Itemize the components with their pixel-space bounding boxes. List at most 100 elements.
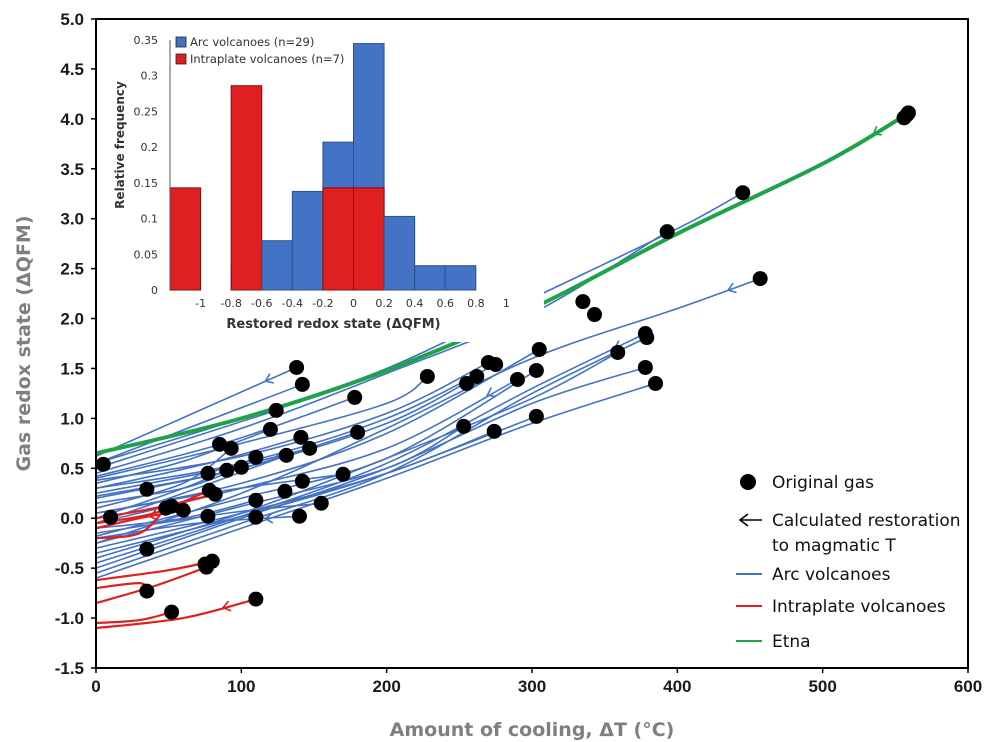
original-gas-point [95, 456, 111, 472]
inset-x-tick-label: 1 [503, 297, 510, 310]
intraplate-bar [230, 85, 263, 291]
arc-bar [261, 240, 293, 291]
inset-legend: Arc volcanoes (n=29) Intraplate volcanoes… [175, 35, 344, 66]
inset-y-tick-label: 0.1 [141, 213, 159, 226]
arc-volcanoes-curve [95, 277, 761, 544]
arc-volcanoes-curve [95, 382, 656, 579]
arc-bar [414, 265, 446, 291]
original-gas-point [488, 356, 504, 372]
original-gas-point [278, 447, 294, 463]
inset-x-tick-label: -0.2 [312, 297, 333, 310]
original-gas-point [469, 368, 485, 384]
intraplate-bar [169, 187, 202, 291]
x-tick-label: 400 [663, 677, 691, 696]
intraplate-volcanoes-arrow [221, 600, 232, 612]
y-tick-label: 1.0 [60, 409, 84, 428]
original-gas-point [293, 429, 309, 445]
inset-x-tick-label: 0.4 [406, 297, 424, 310]
main-y-axis-title: Gas redox state (ΔQFM) [13, 215, 35, 471]
arc-volcanoes-arrow [726, 282, 737, 294]
original-gas-point [659, 224, 675, 240]
inset-x-tick-label: -0.4 [282, 297, 303, 310]
original-gas-point [164, 498, 180, 514]
original-gas-point [268, 402, 284, 418]
arc-bar [383, 215, 416, 291]
y-tick-label: 0.5 [60, 459, 84, 478]
intraplate-bar [353, 187, 385, 291]
y-tick-label: -0.5 [55, 559, 84, 578]
original-gas-point [350, 424, 366, 440]
inset-y-axis-title: Relative frequency [113, 81, 127, 209]
legend-label: Intraplate volcanoes [772, 597, 946, 617]
y-tick-label: 3.5 [60, 160, 84, 179]
inset-x-tick-label: 0.2 [375, 297, 393, 310]
legend-marker-original-gas [740, 474, 756, 490]
original-gas-point [528, 362, 544, 378]
original-gas-point [752, 271, 768, 287]
arc-volcanoes-arrow [264, 512, 274, 524]
original-gas-point [248, 591, 264, 607]
arc-volcanoes-arrow [486, 387, 497, 398]
arc-volcanoes-curve [95, 499, 257, 530]
original-gas-point [347, 389, 363, 405]
legend-label: Calculated restoration [772, 511, 961, 531]
y-tick-label: 4.5 [60, 60, 84, 79]
inset-y-tick-label: 0.15 [134, 177, 159, 190]
arc-volcanoes-curve [95, 447, 232, 510]
original-gas-point [291, 508, 307, 524]
legend-label: Arc volcanoes [772, 565, 891, 585]
y-tick-label: 1.5 [60, 359, 84, 378]
y-tick-label: 0.0 [60, 509, 84, 528]
original-gas-point [289, 359, 305, 375]
original-gas-point [419, 368, 435, 384]
inset-y-tick-label: 0.3 [141, 70, 159, 83]
inset-x-tick-label: 0.6 [437, 297, 455, 310]
inset-legend-label: Intraplate volcanoes (n=7) [190, 52, 344, 66]
original-gas-point [139, 541, 155, 557]
original-gas-point [175, 502, 191, 518]
inset-x-tick-label: 0 [350, 297, 357, 310]
arc-bar [291, 190, 324, 291]
inset-y-tick-label: 0.35 [134, 34, 159, 47]
inset-y-tick-label: 0 [151, 284, 158, 297]
original-gas-point [335, 466, 351, 482]
original-gas-point [610, 344, 626, 360]
x-tick-label: 600 [954, 677, 982, 696]
original-gas-point [277, 483, 293, 499]
legend-marker-arrow-head [738, 513, 749, 527]
original-gas-point [509, 371, 525, 387]
main-x-axis-title: Amount of cooling, ΔT (°C) [390, 719, 675, 741]
original-gas-point [223, 440, 239, 456]
arc-volcanoes-curve [95, 375, 478, 498]
original-gas-point [233, 459, 249, 475]
original-gas-point [735, 185, 751, 201]
legend-label-line2: to magmatic T [772, 536, 896, 556]
y-tick-label: 2.0 [60, 310, 84, 329]
original-gas-point [313, 495, 329, 511]
original-gas-point [164, 604, 180, 620]
inset-legend-label: Arc volcanoes (n=29) [190, 35, 314, 49]
original-gas-point [139, 481, 155, 497]
original-gas-point [302, 440, 318, 456]
original-gas-point [294, 376, 310, 392]
original-gas-points [95, 105, 916, 620]
original-gas-point [456, 418, 472, 434]
arc-volcanoes-curve [95, 383, 303, 465]
inset-y-tick-label: 0.05 [134, 248, 159, 261]
arc-volcanoes-curve [95, 351, 619, 559]
x-tick-label: 200 [372, 677, 400, 696]
x-tick-label: 500 [808, 677, 836, 696]
original-gas-point [637, 359, 653, 375]
original-gas-point [207, 486, 223, 502]
original-gas-point [294, 473, 310, 489]
original-gas-point [900, 105, 916, 121]
y-tick-label: -1.0 [55, 609, 84, 628]
arc-volcanoes-curve [95, 366, 646, 569]
original-gas-point [248, 509, 264, 525]
x-tick-label: 100 [227, 677, 255, 696]
arc-volcanoes-curve [95, 515, 300, 539]
legend-label: Etna [772, 632, 811, 652]
inset-y-tick-label: 0.2 [141, 141, 159, 154]
inset-x-tick-label: -0.8 [220, 297, 241, 310]
